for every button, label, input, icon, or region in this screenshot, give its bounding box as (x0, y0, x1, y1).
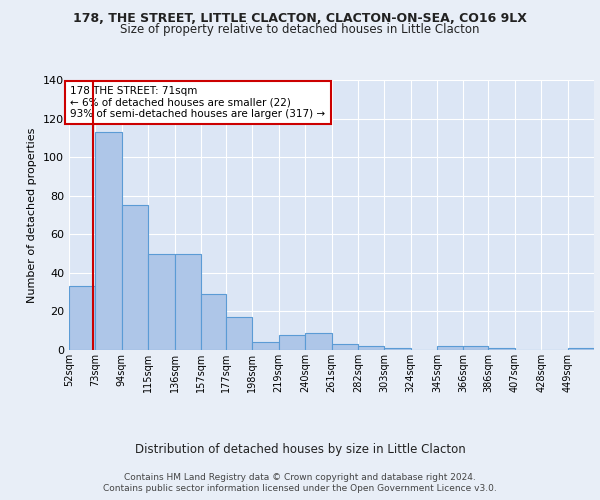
Bar (95, 132, 122, 350)
Bar (384, 348, 410, 350)
Bar (331, 344, 358, 350)
Y-axis label: Number of detached properties: Number of detached properties (28, 128, 37, 302)
Text: Contains public sector information licensed under the Open Government Licence v3: Contains public sector information licen… (103, 484, 497, 493)
Bar (148, 254, 175, 350)
Bar (358, 346, 384, 350)
Text: 178 THE STREET: 71sqm
← 6% of detached houses are smaller (22)
93% of semi-detac: 178 THE STREET: 71sqm ← 6% of detached h… (70, 86, 325, 119)
Bar (463, 346, 488, 350)
Bar (488, 348, 515, 350)
Bar (305, 332, 331, 350)
Bar (122, 206, 148, 350)
Bar (279, 334, 305, 350)
Text: Distribution of detached houses by size in Little Clacton: Distribution of detached houses by size … (134, 442, 466, 456)
Bar (437, 346, 463, 350)
Text: Size of property relative to detached houses in Little Clacton: Size of property relative to detached ho… (120, 22, 480, 36)
Bar (253, 342, 279, 350)
Bar (69, 286, 95, 350)
Bar (568, 348, 594, 350)
Text: 178, THE STREET, LITTLE CLACTON, CLACTON-ON-SEA, CO16 9LX: 178, THE STREET, LITTLE CLACTON, CLACTON… (73, 12, 527, 26)
Bar (226, 317, 253, 350)
Bar (201, 294, 226, 350)
Bar (175, 254, 201, 350)
Text: Contains HM Land Registry data © Crown copyright and database right 2024.: Contains HM Land Registry data © Crown c… (124, 472, 476, 482)
